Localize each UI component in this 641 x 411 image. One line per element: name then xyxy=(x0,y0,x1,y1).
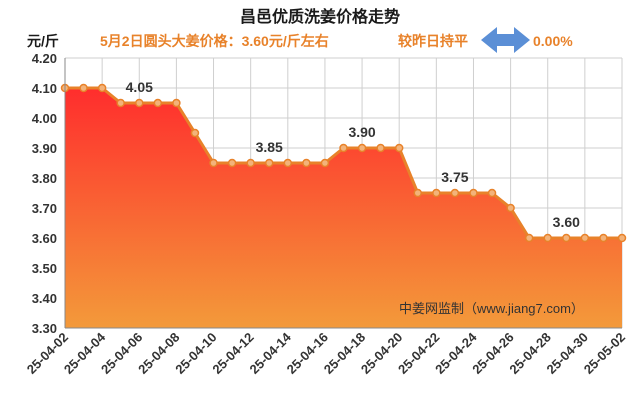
double-arrow-icon xyxy=(481,27,530,53)
data-point xyxy=(264,158,274,168)
data-label: 3.85 xyxy=(256,139,283,155)
y-tick-label: 4.10 xyxy=(32,81,57,96)
data-label: 3.75 xyxy=(441,169,468,185)
y-axis: 3.30 3.40 3.50 3.60 3.70 3.80 3.90 4.00 4.10 4.20 xyxy=(32,51,622,336)
change-label: 较昨日持平 xyxy=(398,33,468,49)
data-point xyxy=(302,158,311,168)
data-point xyxy=(172,98,181,108)
data-point xyxy=(339,143,348,153)
data-point xyxy=(116,98,125,108)
data-labels: 4.05 3.85 3.90 3.75 3.60 xyxy=(126,79,580,230)
y-tick-label: 3.90 xyxy=(32,141,57,156)
data-point xyxy=(599,233,608,243)
data-point xyxy=(450,188,460,198)
y-unit-label: 元/斤 xyxy=(27,33,59,49)
watermark: 中姜网监制（www.jiang7.com） xyxy=(399,301,584,316)
data-point xyxy=(190,128,200,138)
y-tick-label: 4.20 xyxy=(32,51,57,66)
y-tick-label: 3.30 xyxy=(32,321,57,336)
data-point xyxy=(432,188,441,198)
data-point xyxy=(357,143,367,153)
data-point xyxy=(394,143,404,153)
data-point xyxy=(209,158,218,168)
data-point xyxy=(153,98,163,108)
data-point xyxy=(79,83,88,93)
data-point xyxy=(543,233,552,243)
x-tick-label: 25-05-02 xyxy=(581,330,628,377)
chart-title: 昌邑优质洗姜价格走势 xyxy=(240,7,400,26)
data-point xyxy=(562,233,571,243)
y-tick-label: 4.00 xyxy=(32,111,57,126)
data-point xyxy=(487,188,497,198)
data-point xyxy=(97,83,107,93)
y-tick-label: 3.80 xyxy=(32,171,57,186)
y-tick-label: 3.60 xyxy=(32,231,57,246)
subtitle: 5月2日圆头大姜价格：3.60元/斤左右 xyxy=(100,33,329,49)
data-label: 4.05 xyxy=(126,79,153,95)
data-label: 3.90 xyxy=(348,124,375,140)
y-tick-label: 3.40 xyxy=(32,291,57,306)
data-point xyxy=(506,203,515,213)
data-point xyxy=(376,143,385,153)
y-tick-label: 3.70 xyxy=(32,201,57,216)
data-point xyxy=(617,233,627,243)
y-tick-label: 3.50 xyxy=(32,261,57,276)
data-point xyxy=(524,233,534,243)
data-label: 3.60 xyxy=(553,214,580,230)
data-markers xyxy=(60,83,627,243)
data-point xyxy=(283,158,293,168)
change-value: 0.00% xyxy=(533,33,573,49)
data-point xyxy=(469,188,478,198)
data-point xyxy=(246,158,255,168)
data-point xyxy=(320,158,330,168)
data-point xyxy=(227,158,237,168)
data-point xyxy=(580,233,590,243)
data-point xyxy=(135,98,144,108)
data-point xyxy=(413,188,423,198)
x-axis: 25-04-0225-04-0425-04-0625-04-0825-04-10… xyxy=(24,329,628,377)
